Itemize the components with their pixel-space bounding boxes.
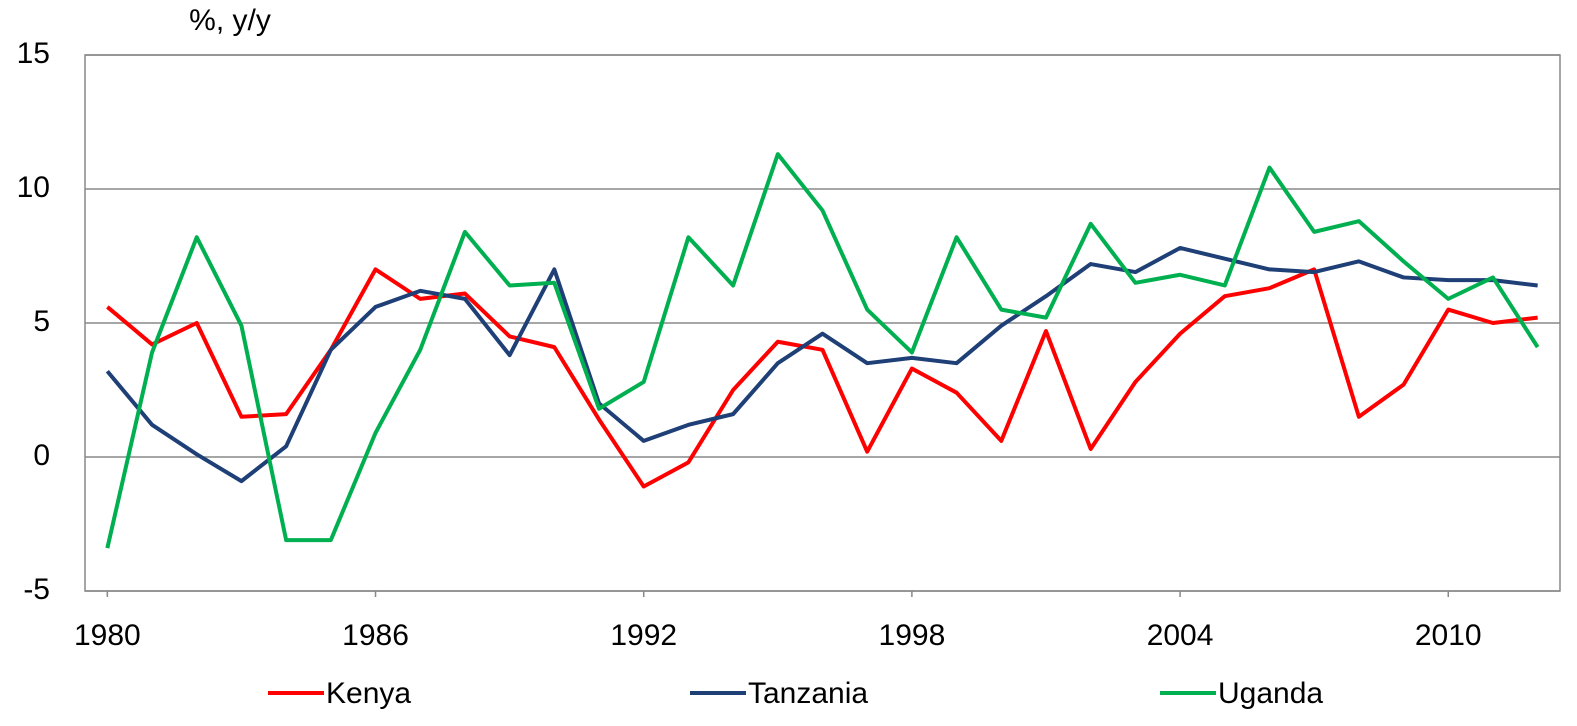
line bbox=[106, 267, 1538, 489]
y-tick-label: 5 bbox=[33, 305, 50, 338]
x-tick-label: 1980 bbox=[74, 619, 141, 652]
y-axis-label: %, y/y bbox=[189, 4, 271, 37]
line bbox=[105, 245, 1538, 484]
legend-label: Kenya bbox=[326, 677, 411, 710]
legend-label: Tanzania bbox=[748, 677, 868, 710]
x-tick-label: 2004 bbox=[1147, 619, 1214, 652]
y-tick-label: 0 bbox=[33, 439, 50, 472]
x-tick-label: 2010 bbox=[1415, 619, 1482, 652]
x-tick-label: 1998 bbox=[879, 619, 946, 652]
y-tick-label: 15 bbox=[17, 37, 50, 70]
x-tick-label: 1992 bbox=[610, 619, 677, 652]
x-tick-label: 1986 bbox=[342, 619, 409, 652]
y-tick-label: 10 bbox=[17, 171, 50, 204]
y-tick-label: -5 bbox=[23, 573, 50, 606]
line bbox=[105, 152, 1540, 549]
legend-label: Uganda bbox=[1218, 677, 1323, 710]
